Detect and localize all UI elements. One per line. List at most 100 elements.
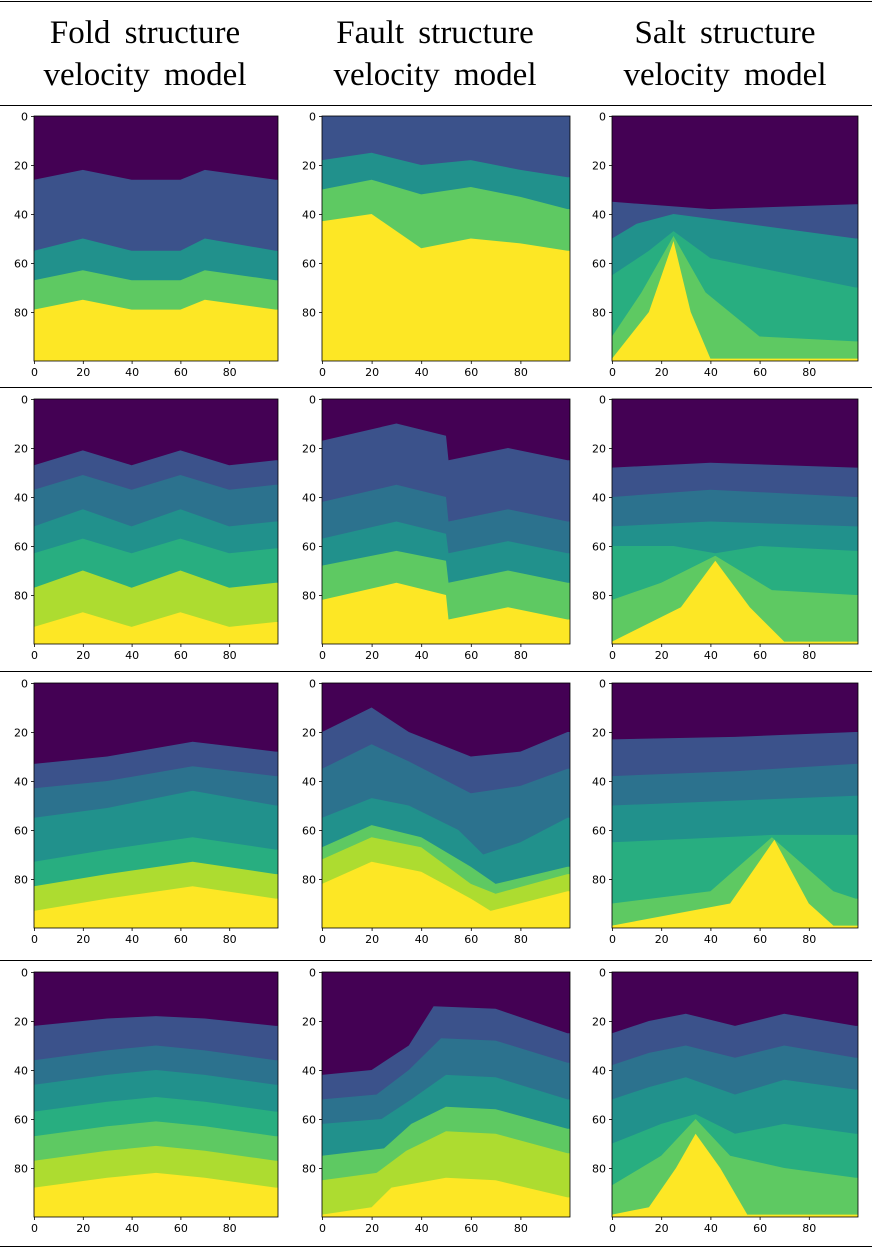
column-header-fold: Fold structure velocity model (0, 12, 290, 96)
x-tick-label: 60 (174, 933, 188, 946)
table-bottom-rule (0, 1246, 872, 1247)
panel-fault-4: 0 20 40 60 80 0 20 40 60 80 (302, 967, 571, 1235)
row-divider-3 (0, 960, 872, 961)
y-tick-label: 0 (309, 967, 316, 980)
y-tick-label: 60 (592, 1114, 606, 1127)
plot-frame (321, 682, 571, 929)
x-tick-label: 60 (464, 933, 478, 946)
plot-frame (611, 971, 859, 1218)
y-tick-label: 60 (302, 825, 316, 838)
x-tick-label: 20 (655, 1222, 669, 1235)
y-tick-label: 80 (592, 307, 606, 320)
x-tick-label: 80 (514, 933, 528, 946)
x-tick-label: 40 (125, 933, 139, 946)
x-tick-label: 60 (464, 366, 478, 379)
layer-6 (322, 861, 570, 928)
y-tick-label: 80 (302, 1163, 316, 1176)
column-header-fold-line2: velocity model (43, 57, 247, 93)
x-tick-label: 80 (223, 1222, 237, 1235)
layer-6 (612, 560, 858, 644)
y-tick-label: 20 (302, 1016, 316, 1029)
panel-fold-3: 0 20 40 60 80 0 20 40 60 80 (14, 678, 279, 946)
y-tick-label: 20 (592, 727, 606, 740)
layer-7 (34, 1172, 278, 1217)
x-tick-label: 60 (753, 933, 767, 946)
x-tick-label: 80 (514, 1222, 528, 1235)
y-tick-label: 40 (14, 492, 28, 505)
x-tick-label: 0 (609, 366, 616, 379)
x-tick-label: 60 (174, 1222, 188, 1235)
table-header-rule (0, 105, 872, 106)
layer-6 (322, 1177, 570, 1217)
x-tick-label: 20 (655, 933, 669, 946)
y-tick-label: 0 (309, 678, 316, 691)
x-tick-label: 80 (223, 649, 237, 662)
y-tick-label: 80 (14, 590, 28, 603)
x-tick-label: 40 (415, 933, 429, 946)
plot-frame (321, 971, 571, 1218)
column-header-fold-line1: Fold structure (49, 15, 241, 51)
column-header-fault: Fault structure velocity model (290, 12, 580, 96)
x-tick-label: 20 (76, 1222, 90, 1235)
y-tick-label: 60 (302, 1114, 316, 1127)
x-tick-label: 20 (365, 366, 379, 379)
layer-6 (612, 1133, 858, 1217)
x-tick-label: 80 (802, 366, 816, 379)
plot-frame (33, 115, 279, 362)
y-tick-label: 40 (14, 1065, 28, 1078)
y-tick-label: 40 (302, 776, 316, 789)
x-tick-label: 20 (365, 933, 379, 946)
x-tick-label: 60 (174, 366, 188, 379)
column-header-fault-line1: Fault structure (336, 15, 534, 51)
y-tick-label: 60 (14, 1114, 28, 1127)
y-tick-label: 60 (302, 258, 316, 271)
y-tick-label: 40 (592, 209, 606, 222)
plot-frame (33, 398, 279, 645)
column-header-row: Fold structure velocity model Fault stru… (0, 0, 872, 106)
y-tick-label: 20 (592, 1016, 606, 1029)
x-tick-label: 40 (125, 1222, 139, 1235)
panel-fold-2: 0 20 40 60 80 0 20 40 60 80 (14, 394, 279, 662)
panel-fault-3: 0 20 40 60 80 0 20 40 60 80 (302, 678, 571, 946)
y-tick-label: 40 (302, 1065, 316, 1078)
y-tick-label: 20 (302, 443, 316, 456)
x-tick-label: 20 (76, 366, 90, 379)
y-tick-label: 0 (21, 967, 28, 980)
y-tick-label: 0 (599, 111, 606, 124)
y-tick-label: 20 (14, 160, 28, 173)
plot-frame (611, 115, 859, 362)
layer-6 (34, 612, 278, 644)
x-tick-label: 40 (125, 649, 139, 662)
x-tick-label: 20 (365, 649, 379, 662)
y-tick-label: 80 (302, 874, 316, 887)
layer-5 (322, 582, 570, 644)
y-tick-label: 20 (302, 160, 316, 173)
x-tick-label: 40 (415, 1222, 429, 1235)
x-tick-label: 20 (655, 366, 669, 379)
x-tick-label: 60 (753, 366, 767, 379)
x-tick-label: 20 (76, 933, 90, 946)
x-tick-label: 80 (514, 649, 528, 662)
x-tick-label: 40 (704, 933, 718, 946)
y-tick-label: 60 (14, 825, 28, 838)
y-tick-label: 40 (302, 492, 316, 505)
y-tick-label: 60 (302, 541, 316, 554)
column-header-salt: Salt structure velocity model (580, 12, 870, 96)
y-tick-label: 20 (592, 160, 606, 173)
y-tick-label: 40 (14, 776, 28, 789)
panel-fold-1: 0 20 40 60 80 0 20 40 60 80 (14, 111, 279, 379)
x-tick-label: 80 (802, 1222, 816, 1235)
y-tick-label: 80 (14, 307, 28, 320)
x-tick-label: 80 (514, 366, 528, 379)
plot-frame (611, 398, 859, 645)
y-tick-label: 80 (302, 590, 316, 603)
layer-6 (612, 839, 858, 928)
y-tick-label: 0 (21, 394, 28, 407)
x-tick-label: 80 (802, 649, 816, 662)
x-tick-label: 0 (319, 649, 326, 662)
y-tick-label: 40 (592, 1065, 606, 1078)
x-tick-label: 0 (609, 649, 616, 662)
plot-frame (33, 971, 279, 1218)
panel-salt-3: 0 20 40 60 80 0 20 40 60 80 (592, 678, 859, 946)
panel-salt-1: 0 20 40 60 80 0 20 40 60 80 (592, 111, 859, 379)
